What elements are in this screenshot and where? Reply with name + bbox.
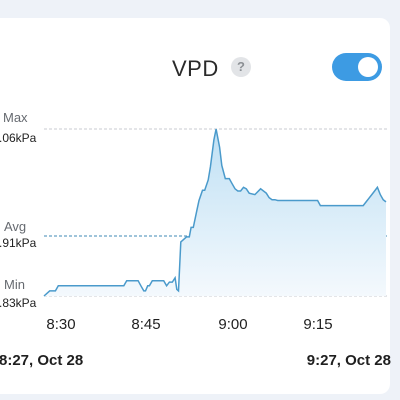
help-icon[interactable]: ? [231, 57, 251, 77]
min-value: .83kPa [0, 296, 37, 310]
toggle-knob[interactable] [358, 57, 378, 77]
avg-value: .91kPa [0, 236, 37, 250]
x-tick-label: 9:15 [303, 316, 333, 333]
avg-label: Avg [4, 219, 27, 234]
x-tick-label: 9:00 [218, 316, 248, 333]
x-tick-label: 8:45 [131, 316, 161, 333]
max-label: Max [3, 110, 28, 125]
max-value: .06kPa [0, 131, 37, 145]
min-label: Min [4, 277, 25, 292]
vpd-toggle[interactable] [332, 53, 382, 81]
x-tick-label: 8:30 [46, 316, 76, 333]
series-line [43, 128, 387, 297]
range-end-time: 9:27, Oct 28 [306, 352, 391, 369]
area-fill [44, 129, 386, 296]
top-strip [0, 0, 400, 18]
page-title: VPD [172, 56, 219, 81]
range-start-time: 8:27, Oct 28 [0, 352, 84, 369]
